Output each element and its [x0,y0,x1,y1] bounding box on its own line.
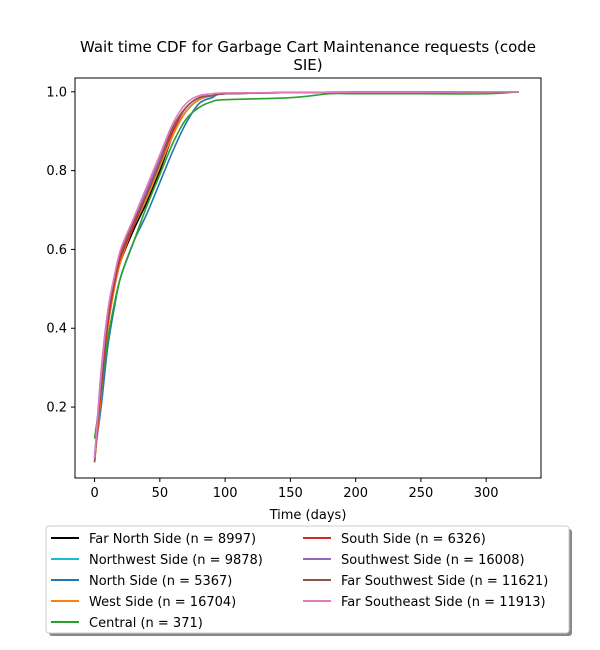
series-line-4 [93,90,519,439]
x-tick-label: 200 [343,486,368,501]
y-tick-label: 0.6 [46,243,67,258]
legend-entry: Southwest Side (n = 16008) [341,553,525,568]
y-tick-label: 0.2 [46,401,67,416]
y-tick-label: 0.4 [46,322,67,337]
x-axis: 0 50 100 150 200 250 300 [90,478,499,501]
y-tick-label: 0.8 [46,164,67,179]
legend-entry: Northwest Side (n = 9878) [89,553,263,568]
x-tick-label: 250 [408,486,433,501]
series-line-6 [93,90,519,459]
legend-entry: South Side (n = 6326) [341,532,486,547]
chart-title-line-2: SIE) [293,56,322,74]
legend-entry: Central (n = 371) [89,616,203,631]
chart-title: Wait time CDF for Garbage Cart Maintenan… [80,38,536,74]
legend-entry: Far Southwest Side (n = 11621) [341,574,548,589]
series-line-2 [93,90,519,455]
x-tick-label: 50 [152,486,169,501]
series-line-0 [93,90,519,459]
legend: Far North Side (n = 8997) Northwest Side … [45,525,572,636]
legend-entry: Far North Side (n = 8997) [89,532,256,547]
x-axis-label: Time (days) [269,508,347,523]
x-tick-label: 300 [474,486,499,501]
legend-entry: Far Southeast Side (n = 11913) [341,595,546,610]
series-lines [93,90,519,463]
series-line-1 [93,90,519,459]
y-axis: 0.2 0.4 0.6 0.8 1.0 [46,85,75,416]
legend-entry: North Side (n = 5367) [89,574,232,589]
series-line-3 [93,90,519,463]
series-line-7 [93,90,519,463]
series-line-5 [93,90,519,463]
series-line-8 [93,90,519,459]
plot-frame [74,77,542,479]
legend-entry: West Side (n = 16704) [89,595,236,610]
x-tick-label: 150 [278,486,303,501]
y-tick-label: 1.0 [46,85,67,100]
x-tick-label: 0 [90,486,98,501]
chart-title-line-1: Wait time CDF for Garbage Cart Maintenan… [80,38,536,56]
x-tick-label: 100 [213,486,238,501]
